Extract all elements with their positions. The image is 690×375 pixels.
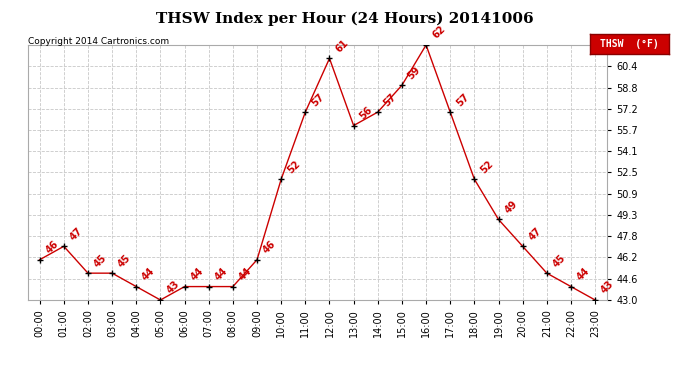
Text: 44: 44: [575, 266, 592, 282]
Text: 46: 46: [44, 239, 61, 256]
Text: 44: 44: [189, 266, 206, 282]
Text: 52: 52: [286, 158, 302, 175]
Text: 52: 52: [479, 158, 495, 175]
Text: 57: 57: [310, 92, 326, 108]
Text: 43: 43: [165, 279, 181, 296]
Text: 62: 62: [431, 24, 447, 41]
Text: THSW  (°F): THSW (°F): [600, 39, 659, 49]
Text: 57: 57: [382, 92, 399, 108]
Text: 45: 45: [92, 252, 109, 269]
Text: 61: 61: [334, 38, 351, 54]
Text: 59: 59: [406, 64, 423, 81]
Text: 45: 45: [551, 252, 568, 269]
Text: THSW Index per Hour (24 Hours) 20141006: THSW Index per Hour (24 Hours) 20141006: [156, 11, 534, 26]
Text: Copyright 2014 Cartronics.com: Copyright 2014 Cartronics.com: [28, 38, 169, 46]
Text: 44: 44: [237, 266, 254, 282]
Text: 47: 47: [527, 225, 544, 242]
Text: 47: 47: [68, 225, 85, 242]
Text: 44: 44: [141, 266, 157, 282]
Text: 46: 46: [262, 239, 278, 256]
Text: 56: 56: [358, 105, 375, 122]
Text: 44: 44: [213, 266, 230, 282]
Text: 49: 49: [503, 199, 520, 215]
Text: 45: 45: [117, 252, 133, 269]
Text: 43: 43: [600, 279, 616, 296]
Text: 57: 57: [455, 92, 471, 108]
